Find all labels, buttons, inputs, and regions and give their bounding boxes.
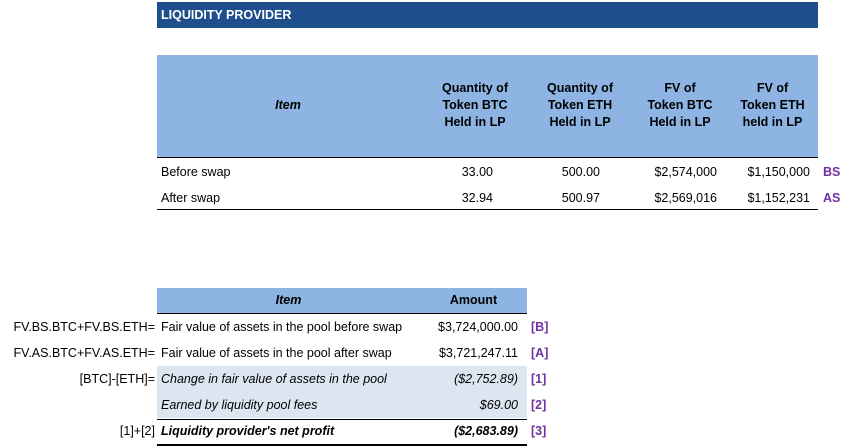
amount: $3,721,247.11: [438, 346, 518, 360]
item-label: Earned by liquidity pool fees: [161, 398, 318, 412]
column-header: Amount: [449, 293, 498, 307]
item-label: Fair value of assets in the pool after s…: [161, 346, 392, 360]
formula: [BTC]-[ETH]=: [79, 372, 155, 386]
rule: [157, 419, 527, 420]
column-header: FV of Token ETH held in LP: [740, 81, 805, 129]
row-label: Before swap: [161, 165, 231, 179]
item-label: Liquidity provider's net profit: [161, 424, 335, 438]
column-header: FV of Token BTC Held in LP: [647, 81, 713, 129]
item-label: Fair value of assets in the pool before …: [161, 320, 403, 334]
column-header: Quantity of Token BTC Held in LP: [442, 81, 508, 129]
amount: $69.00: [479, 398, 518, 412]
amount: $3,724,000.00: [438, 320, 518, 334]
formula: FV.AS.BTC+FV.AS.ETH=: [13, 346, 156, 360]
column-header: Item: [275, 98, 301, 112]
shaded-rows: [157, 366, 527, 418]
cell-value: 500.97: [561, 191, 600, 205]
rule: [157, 444, 527, 446]
cell-value: $2,574,000: [654, 165, 717, 179]
amount: ($2,752.89): [454, 372, 518, 386]
cell-value: 500.00: [561, 165, 600, 179]
rule: [157, 209, 818, 210]
reference: [1]: [531, 372, 547, 386]
title-bar: LIQUIDITY PROVIDER: [157, 2, 818, 28]
row-tag: BS: [823, 165, 841, 179]
cell-value: 32.94: [461, 191, 493, 205]
table2-header-bg: [157, 288, 527, 314]
reference: [3]: [531, 424, 547, 438]
item-label: Change in fair value of assets in the po…: [161, 372, 387, 386]
row-label: After swap: [161, 191, 221, 205]
reference: [B]: [531, 320, 549, 334]
formula: FV.BS.BTC+FV.BS.ETH=: [13, 320, 156, 334]
column-header: Quantity of Token ETH Held in LP: [547, 81, 613, 129]
rule: [157, 313, 527, 314]
amount: ($2,683.89): [454, 424, 518, 438]
cell-value: 33.00: [461, 165, 493, 179]
reference: [2]: [531, 398, 547, 412]
table1-header-bg: [157, 55, 818, 157]
rule: [157, 157, 818, 158]
reference: [A]: [531, 346, 549, 360]
formula: [1]+[2]: [119, 424, 155, 438]
column-header: Item: [275, 293, 302, 307]
cell-value: $1,150,000: [747, 165, 810, 179]
cell-value: $2,569,016: [654, 191, 717, 205]
row-tag: AS: [823, 191, 841, 205]
cell-value: $1,152,231: [747, 191, 810, 205]
